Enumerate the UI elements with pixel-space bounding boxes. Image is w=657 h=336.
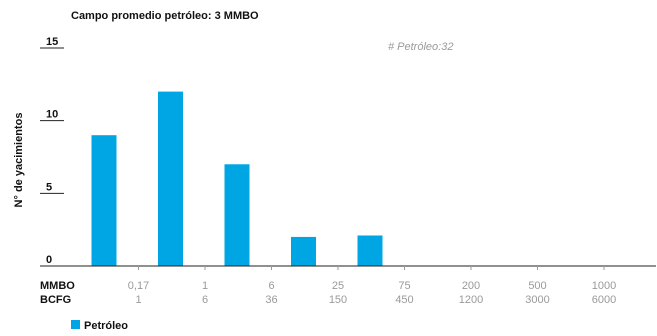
- x-tick-label: 25: [332, 280, 344, 292]
- x-tick-label: 1: [135, 294, 141, 306]
- x-tick-label: 1: [202, 280, 208, 292]
- bar-1: [91, 135, 117, 266]
- x-tick-label: 500: [528, 280, 546, 292]
- x-tick-label: 6000: [592, 294, 616, 306]
- y-axis-label: N° de yacimientos: [13, 113, 25, 208]
- x-tick-label: 6: [268, 280, 274, 292]
- bar-3: [224, 164, 250, 266]
- legend-label: Petróleo: [84, 320, 128, 332]
- x-axis-rows: MMBO 0,17 1 6 25 75 200 500 1000 BCFG 1 6 36 150 450 12…: [40, 266, 616, 306]
- y-tick-label: 10: [46, 109, 58, 121]
- bar-4: [291, 236, 316, 266]
- x-tick-label: 6: [202, 294, 208, 306]
- y-tick-label: 0: [46, 254, 52, 266]
- bars-group: [91, 91, 383, 266]
- annotation-count: # Petróleo:32: [388, 41, 453, 53]
- x-tick-label: 0,17: [128, 280, 149, 292]
- y-axis: 15 10 5 0: [40, 36, 64, 267]
- bar-5: [357, 235, 383, 266]
- x-tick-label: 150: [329, 294, 347, 306]
- x-tick-label: 36: [265, 294, 277, 306]
- x-tick-label: 450: [395, 294, 413, 306]
- x-tick-label: 75: [398, 280, 410, 292]
- bar-2: [158, 91, 183, 266]
- chart-title: Campo promedio petróleo: 3 MMBO: [71, 10, 259, 22]
- x-tick-label: 3000: [525, 294, 549, 306]
- x-tick-label: 1000: [592, 280, 616, 292]
- y-tick-label: 5: [46, 181, 52, 193]
- x-row-label: BCFG: [40, 294, 71, 306]
- y-tick-label: 15: [46, 36, 58, 48]
- x-row-label: MMBO: [40, 280, 75, 292]
- legend-swatch: [71, 320, 80, 329]
- x-tick-label: 200: [462, 280, 480, 292]
- x-tick-label: 1200: [459, 294, 483, 306]
